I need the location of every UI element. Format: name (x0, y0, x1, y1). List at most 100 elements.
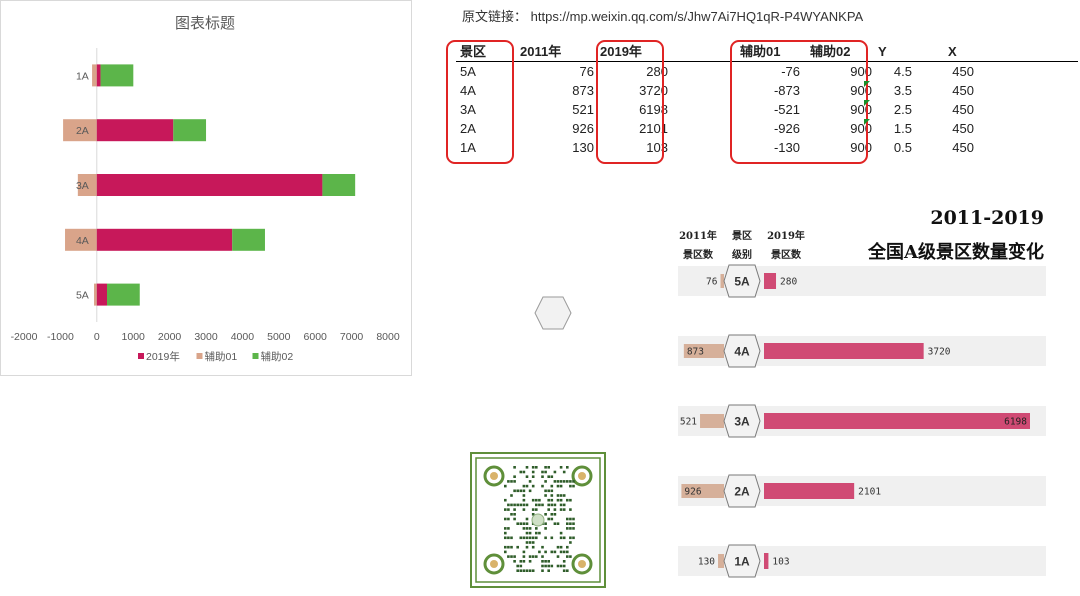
hexagon-icon (723, 264, 761, 298)
value-label-2011: 521 (680, 417, 697, 428)
bar-aux01[interactable] (65, 228, 97, 251)
level-label: 2A (734, 485, 750, 499)
bar-2011[interactable] (700, 414, 724, 428)
table-cell: -76 (781, 64, 800, 79)
data-table: 景区 2011年 2019年 辅助01 辅助02 Y X 5A 76 280 -76 9… (456, 42, 1078, 157)
value-label-2019: 280 (780, 277, 797, 288)
table-cell: -521 (773, 102, 800, 117)
bar-2011[interactable] (720, 274, 724, 288)
value-label-2011: 130 (698, 557, 715, 568)
bar-2019[interactable] (764, 483, 855, 499)
column-header: 景区数 (683, 248, 714, 261)
stacked-bar-chart[interactable]: 图表标题 5A 4A 3A 2A 1A -2000 -1000 0 1000 2000 3000 400… (0, 0, 412, 376)
value-label-2019: 103 (772, 557, 789, 568)
category-label: 2A (76, 125, 89, 137)
level-label: 5A (734, 275, 750, 289)
infographic-title: 2011-2019 (930, 207, 1044, 229)
x-tick-label: 7000 (340, 331, 364, 343)
value-label-2011: 76 (706, 277, 718, 288)
bar-aux01[interactable] (77, 174, 97, 196)
value-label-2019: 2101 (858, 487, 881, 498)
column-header: 2011年 (679, 229, 717, 242)
highlight-box-scenic-column (446, 40, 514, 164)
hexagon-icon (723, 474, 761, 508)
category-label: 1A (76, 70, 89, 82)
hexagon-icon (723, 544, 761, 578)
bar-2019[interactable] (96, 283, 107, 306)
legend-label: 2019年 (146, 350, 180, 363)
bar-2019[interactable] (96, 174, 323, 196)
value-label-2011: 926 (684, 487, 701, 498)
table-cell: 4.5 (893, 64, 912, 79)
table-cell: 2.5 (893, 102, 912, 117)
bar-2011[interactable] (681, 484, 724, 498)
table-cell: -926 (773, 121, 800, 136)
category-label: 3A (76, 180, 89, 192)
table-cell: 873 (572, 83, 594, 98)
x-tick-label: -2000 (11, 331, 38, 343)
table-cell: 3720 (639, 83, 668, 98)
bar-aux02[interactable] (173, 119, 207, 142)
legend-swatch (138, 353, 144, 359)
table-cell: 926 (572, 121, 594, 136)
source-link[interactable]: 原文链接： https://mp.weixin.qq.com/s/Jhw7Ai7… (462, 6, 863, 25)
table-cell: 1A (460, 140, 476, 155)
table-cell: 450 (952, 121, 974, 136)
table-cell: 2101 (639, 121, 668, 136)
x-tick-label: 3000 (194, 331, 218, 343)
table-cell: -130 (773, 140, 800, 155)
x-tick-label: -1000 (47, 331, 74, 343)
stacked-bar-chart-svg: 图表标题 5A 4A 3A 2A 1A -2000 -1000 0 1000 2000 3000 400… (11, 15, 400, 363)
bar-2019[interactable] (96, 119, 174, 142)
table-cell: 3A (460, 102, 476, 117)
x-tick-label: 8000 (376, 331, 400, 343)
table-cell: 1.5 (893, 121, 912, 136)
table-cell: 5A (460, 64, 476, 79)
bar-aux02[interactable] (232, 228, 265, 251)
infographic-panel: 2011-2019 全国A级景区数量变化 2011年 景区数 景区 级别 2019年 景区数 7… (676, 200, 1056, 590)
x-tick-label: 6000 (304, 331, 328, 343)
table-cell: -873 (773, 83, 800, 98)
legend-swatch (252, 353, 259, 359)
bar-aux01[interactable] (63, 119, 97, 142)
bar-aux02[interactable] (100, 64, 134, 87)
header-2019: 2019年 (600, 42, 670, 62)
bar-aux01[interactable] (94, 283, 97, 306)
x-tick-label: 2000 (158, 331, 182, 343)
level-label: 4A (734, 345, 750, 359)
bar-aux02[interactable] (106, 283, 140, 306)
qr-code-icon (470, 452, 606, 588)
bar-2019[interactable] (764, 413, 1030, 429)
bar-aux01[interactable] (92, 64, 97, 87)
header-x: X (948, 42, 1078, 62)
category-label: 4A (76, 235, 89, 247)
table-cell: 2A (460, 121, 476, 136)
hexagon-icon[interactable] (534, 296, 572, 330)
bar-2011[interactable] (718, 554, 724, 568)
infographic-subtitle: 全国A级景区数量变化 (867, 241, 1044, 263)
table-cell: 521 (572, 102, 594, 117)
value-label-2011: 873 (687, 347, 704, 358)
x-tick-label: 5000 (267, 331, 291, 343)
column-header: 景区数 (771, 248, 802, 261)
table-row: 4A 873 3720 -873 900 3.5 450 (456, 81, 1078, 100)
legend-label: 辅助01 (205, 350, 238, 363)
bar-2019[interactable] (96, 64, 101, 87)
table-cell: 4A (460, 83, 476, 98)
table-cell: 450 (952, 64, 974, 79)
legend-swatch (196, 353, 203, 359)
bar-2019[interactable] (96, 228, 233, 251)
bar-2019[interactable] (764, 553, 769, 569)
x-tick-label: 1000 (122, 331, 146, 343)
source-link-url[interactable]: https://mp.weixin.qq.com/s/Jhw7Ai7HQ1qR-… (530, 9, 864, 24)
bar-2019[interactable] (764, 273, 777, 289)
table-cell: 0.5 (893, 140, 912, 155)
header-aux01: 辅助01 (670, 42, 810, 62)
bar-2019[interactable] (764, 343, 924, 359)
value-label-2019: 3720 (928, 347, 951, 358)
header-2011: 2011年 (520, 42, 600, 62)
bar-aux02[interactable] (322, 174, 356, 196)
category-label: 5A (76, 290, 89, 302)
source-link-label: 原文链接： (462, 9, 528, 24)
bar-2011[interactable] (683, 344, 724, 358)
